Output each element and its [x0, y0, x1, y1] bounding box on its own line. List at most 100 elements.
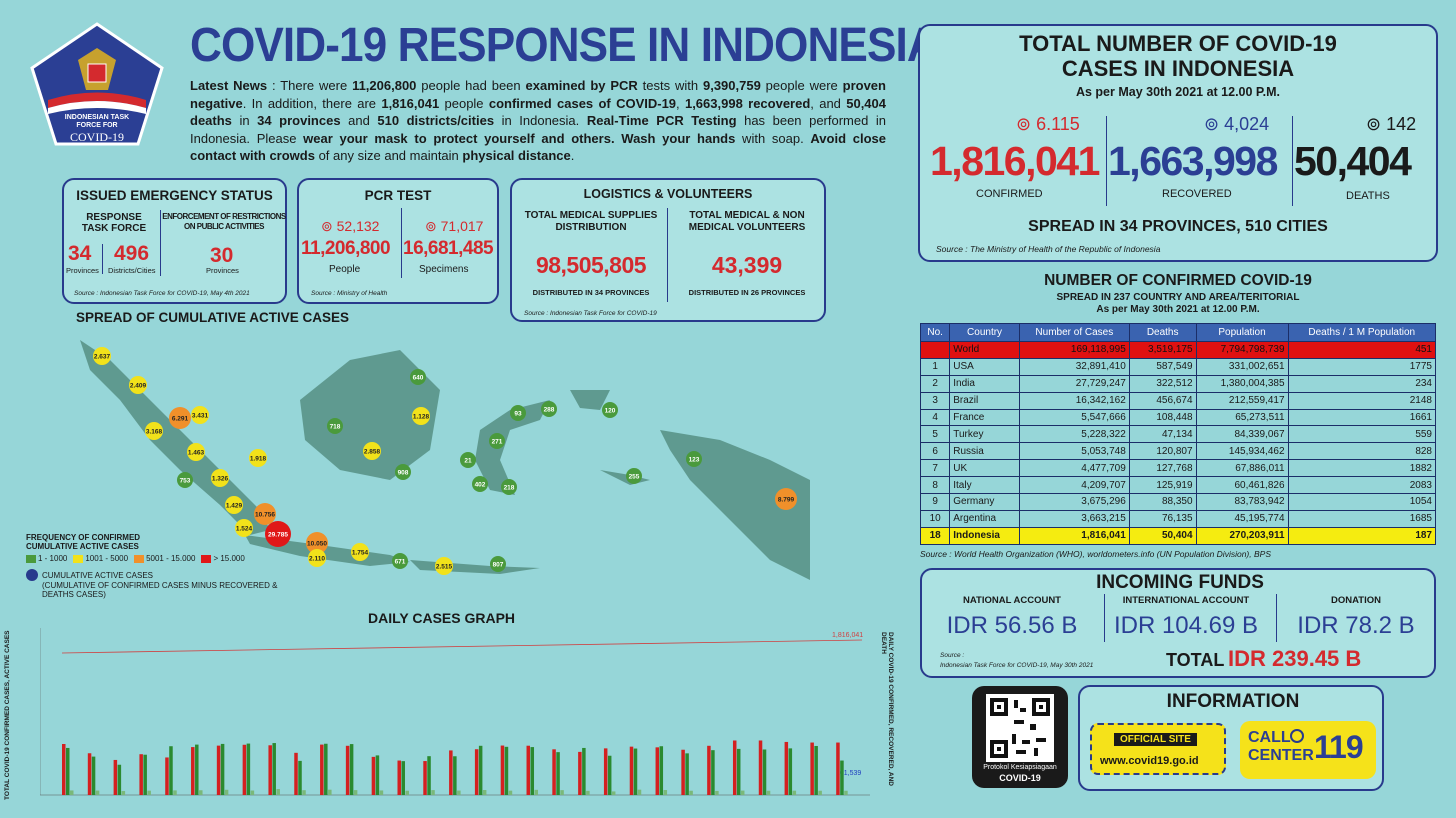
table-cell: 1,380,004,385	[1195, 374, 1289, 393]
logo-line-2: FORCE FOR	[76, 122, 118, 129]
qr-code-card[interactable]: Protokol Kesiapsiagaan COVID-19	[972, 686, 1068, 788]
map-point	[472, 476, 488, 492]
call-center-button[interactable]: CALL CENTER 119	[1240, 721, 1376, 779]
graph-bar	[349, 744, 354, 795]
table-cell: 2	[919, 374, 951, 393]
map-point	[225, 496, 243, 514]
volunteers-heading: TOTAL MEDICAL & NON MEDICAL VOLUNTEERS	[688, 210, 806, 233]
up-arrow-icon: ⊚	[1016, 114, 1032, 134]
map-point-label: 807	[493, 562, 504, 569]
official-site-url: www.covid19.go.id	[1100, 755, 1199, 767]
enforcement-heading: ENFORCEMENT OF RESTRICTIONS ON PUBLIC AC…	[162, 212, 286, 231]
graph-bar	[603, 748, 608, 795]
graph-bar	[586, 790, 590, 795]
graph-bar	[143, 754, 147, 795]
official-site-label: OFFICIAL SITE	[1114, 733, 1197, 746]
map-legend: FREQUENCY OF CONFIRMED CUMULATIVE ACTIVE…	[26, 533, 296, 599]
map-point	[187, 443, 205, 461]
legend-cumulative-sub: (CUMULATIVE OF CONFIRMED CASES MINUS REC…	[42, 581, 278, 599]
graph-bar	[70, 790, 74, 795]
graph-bar	[788, 748, 793, 795]
graph-bar	[681, 749, 685, 795]
qr-caption-2: COVID-19	[999, 773, 1041, 783]
table-cell: 88,350	[1128, 493, 1197, 511]
national-value: IDR 56.56 B	[946, 612, 1078, 639]
map-point	[410, 369, 426, 385]
graph-bar	[844, 790, 848, 795]
graph-bar	[792, 790, 797, 795]
information-panel: INFORMATION OFFICIAL SITE www.covid19.go…	[1078, 685, 1384, 791]
map-point	[191, 406, 209, 424]
table-cell: USA	[949, 357, 1020, 376]
table-cell: Germany	[949, 493, 1020, 511]
map-point	[129, 376, 147, 394]
graph-bar	[818, 790, 822, 795]
graph-bar	[224, 789, 229, 795]
page-title: COVID-19 RESPONSE IN INDONESIA	[190, 19, 939, 72]
graph-bar	[294, 752, 298, 795]
graph-bar	[633, 748, 638, 795]
table-cell: 1661	[1287, 408, 1437, 427]
world-title: NUMBER OF CONFIRMED COVID-19	[1044, 272, 1312, 289]
table-cell: 331,002,651	[1195, 357, 1289, 376]
graph-bar	[560, 790, 564, 795]
official-site-link[interactable]: OFFICIAL SITE www.covid19.go.id	[1090, 723, 1226, 775]
totals-asof: As per May 30th 2021 at 12.00 P.M.	[1075, 85, 1281, 99]
table-cell: 1882	[1287, 459, 1437, 478]
graph-bar	[840, 760, 844, 795]
table-cell: 4,209,707	[1018, 476, 1130, 495]
table-cell: Brazil	[949, 391, 1020, 410]
task-force-provinces-label: Provinces	[66, 266, 99, 275]
graph-bar	[91, 756, 96, 795]
totals-title-2: CASES IN INDONESIA	[1061, 56, 1295, 81]
graph-bar	[324, 743, 328, 795]
map-point	[541, 401, 557, 417]
table-cell: 47,134	[1128, 425, 1197, 444]
graph-bar	[607, 755, 612, 795]
graph-bar	[457, 790, 461, 795]
pcr-people-increase: ⊚ 52,132	[321, 218, 380, 234]
map-point-label: 1.128	[413, 414, 430, 421]
qr-code-icon	[986, 694, 1054, 762]
map-point	[686, 451, 702, 467]
table-header: Population	[1195, 323, 1289, 342]
table-header: Country	[949, 323, 1020, 342]
graph-bar	[482, 790, 487, 795]
map-point	[211, 469, 229, 487]
graph-bar	[689, 790, 693, 795]
national-heading: NATIONAL ACCOUNT	[963, 595, 1061, 606]
logo-line-1: INDONESIAN TASK	[64, 114, 130, 121]
donation-heading: DONATION	[1331, 595, 1381, 606]
map-point	[460, 452, 476, 468]
table-cell: UK	[949, 459, 1020, 478]
map-point-label: 1.326	[212, 476, 229, 483]
graph-bar	[453, 756, 457, 795]
map-point	[395, 464, 411, 480]
graph-bar	[655, 747, 660, 795]
table-row: 9 Germany 3,675,296 88,350 83,783,942 1054	[919, 493, 1437, 511]
graph-bar	[328, 789, 332, 795]
graph-bar	[117, 764, 122, 795]
supplies-value: 98,505,805	[535, 252, 647, 278]
table-row: 3 Brazil 16,342,162 456,674 212,559,417 2148	[919, 391, 1437, 410]
daily-cases-graph: 1,816,041 101,539	[40, 628, 870, 796]
map-point-label: 120	[605, 408, 616, 415]
pcr-specimens-label: Specimens	[419, 264, 469, 275]
graph-bar	[246, 743, 251, 795]
table-cell: 45,195,774	[1195, 509, 1289, 528]
graph-bar	[397, 760, 401, 795]
graph-bar	[195, 744, 199, 795]
table-row: 5 Turkey 5,228,322 47,134 84,339,067 559	[919, 425, 1437, 444]
table-header: Deaths	[1128, 323, 1197, 342]
map-point-label: 218	[504, 485, 515, 492]
confirmed-label: CONFIRMED	[976, 188, 1043, 200]
table-cell: Argentina	[949, 509, 1020, 528]
graph-end-label: 101,539	[836, 770, 861, 777]
table-cell: 60,461,826	[1195, 476, 1289, 495]
map-point-label: 2.110	[309, 556, 325, 563]
recovered-value: 1,663,998	[1108, 138, 1278, 184]
pcr-people-label: People	[329, 264, 361, 275]
phone-icon	[1290, 729, 1304, 743]
task-force-heading: RESPONSE TASK FORCE	[81, 212, 147, 234]
graph-title: DAILY CASES GRAPH	[368, 610, 516, 626]
